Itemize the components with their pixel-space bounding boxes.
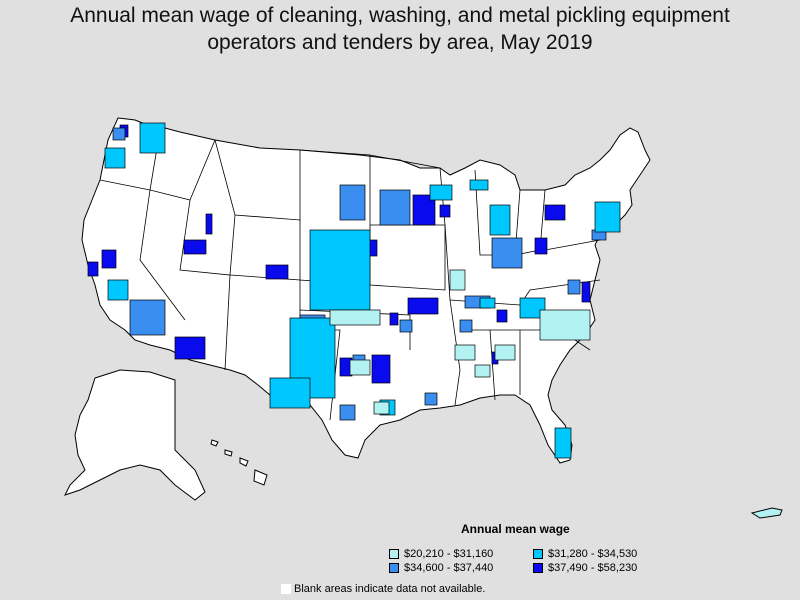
legend-swatch-4 (533, 563, 543, 573)
legend-label-1: $20,210 - $31,160 (404, 548, 494, 560)
legend-label-2: $31,280 - $34,530 (548, 548, 638, 560)
legend-swatch-2 (533, 549, 543, 559)
footnote-text: Blank areas indicate data not available. (294, 583, 486, 595)
hawaii (210, 439, 268, 486)
title-line-1: Annual mean wage of cleaning, washing, a… (70, 4, 730, 27)
legend-swatch-1 (389, 549, 399, 559)
no-data-swatch (281, 584, 291, 594)
legend-item-3: $34,600 - $37,440 (389, 562, 493, 574)
legend-item-4: $37,490 - $58,230 (533, 562, 637, 574)
legend-label-4: $37,490 - $58,230 (548, 562, 638, 574)
legend-item-2: $31,280 - $34,530 (533, 548, 637, 560)
areas-mid-wage (104, 122, 621, 459)
map-title: Annual mean wage of cleaning, washing, a… (0, 2, 800, 56)
title-line-2: operators and tenders by area, May 2019 (207, 31, 593, 54)
legend-label-3: $34,600 - $37,440 (404, 562, 494, 574)
puerto-rico (750, 507, 783, 519)
footnote: Blank areas indicate data not available. (281, 583, 485, 595)
legend-item-1: $20,210 - $31,160 (389, 548, 493, 560)
legend-title: Annual mean wage (461, 522, 570, 536)
legend-swatch-3 (389, 563, 399, 573)
alaska (64, 369, 206, 501)
areas-lowest-wage (329, 269, 591, 415)
